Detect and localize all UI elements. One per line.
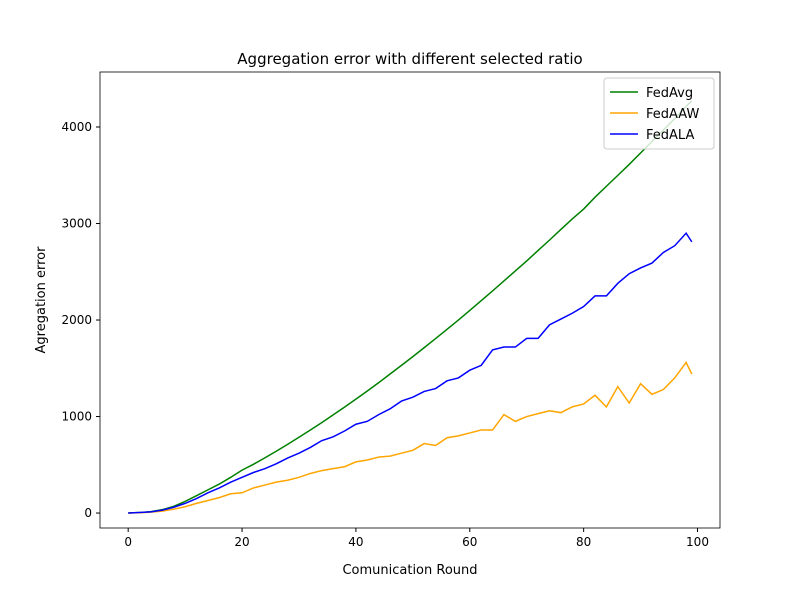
legend-label: FedAvg bbox=[646, 86, 693, 101]
chart-title: Aggregation error with different selecte… bbox=[237, 50, 582, 68]
series-line bbox=[128, 231, 693, 514]
x-tick-label: 60 bbox=[462, 535, 477, 549]
x-tick-label: 100 bbox=[686, 535, 709, 549]
legend-label: FedALA bbox=[646, 128, 694, 143]
y-tick-label: 2000 bbox=[61, 313, 92, 327]
y-tick-label: 4000 bbox=[61, 120, 92, 134]
x-tick-label: 80 bbox=[576, 535, 591, 549]
legend-box bbox=[603, 77, 715, 150]
y-tick-label: 0 bbox=[84, 506, 92, 520]
series-line bbox=[128, 100, 693, 514]
x-tick-label: 20 bbox=[234, 535, 249, 549]
x-tick-label: 40 bbox=[348, 535, 363, 549]
x-axis-label: Comunication Round bbox=[342, 563, 477, 578]
y-tick-label: 1000 bbox=[61, 410, 92, 424]
y-axis-label: Agregation error bbox=[34, 246, 49, 354]
series-line bbox=[128, 361, 693, 514]
y-tick-label: 3000 bbox=[61, 217, 92, 231]
legend-label: FedAAW bbox=[646, 107, 699, 122]
axes-frame bbox=[99, 71, 721, 529]
x-tick-label: 0 bbox=[124, 535, 132, 549]
